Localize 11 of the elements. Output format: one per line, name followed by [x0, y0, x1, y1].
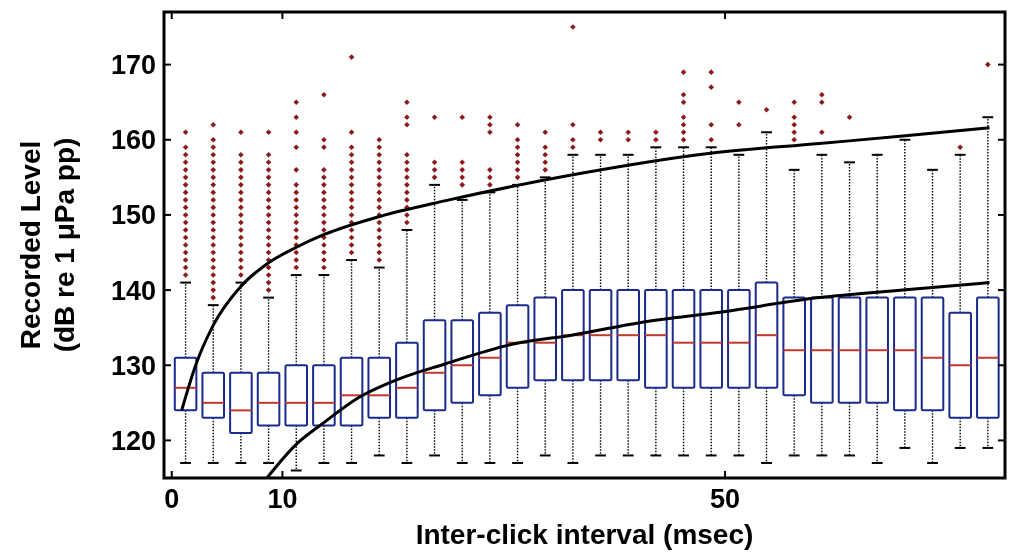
x-tick-label: 50: [710, 484, 741, 514]
x-axis-title: Inter-click interval (msec): [415, 519, 754, 550]
y-tick-label: 150: [110, 200, 156, 231]
y-tick-label: 170: [110, 50, 156, 81]
y-tick-label: 160: [110, 125, 156, 156]
y-tick-label: 130: [110, 350, 156, 381]
y-tick-label: 140: [110, 275, 156, 306]
y-axis-title: Recorded Level (dB re 1 μPa pp): [15, 137, 80, 353]
x-tick-label: 10: [267, 484, 298, 514]
y-tick-label: 120: [110, 425, 156, 456]
x-tick-label: 0: [164, 484, 180, 514]
